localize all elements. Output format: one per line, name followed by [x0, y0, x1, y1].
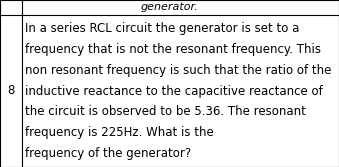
Text: 8: 8: [7, 85, 15, 98]
Text: frequency that is not the resonant frequency. This: frequency that is not the resonant frequ…: [25, 43, 321, 56]
Text: In a series RCL circuit the generator is set to a: In a series RCL circuit the generator is…: [25, 22, 299, 35]
Text: the circuit is observed to be 5.36. The resonant: the circuit is observed to be 5.36. The …: [25, 105, 306, 118]
Text: generator.: generator.: [141, 3, 198, 13]
Text: frequency of the generator?: frequency of the generator?: [25, 147, 191, 160]
Text: non resonant frequency is such that the ratio of the: non resonant frequency is such that the …: [25, 64, 332, 77]
Text: frequency is 225Hz. What is the: frequency is 225Hz. What is the: [25, 126, 214, 139]
Text: inductive reactance to the capacitive reactance of: inductive reactance to the capacitive re…: [25, 85, 323, 98]
